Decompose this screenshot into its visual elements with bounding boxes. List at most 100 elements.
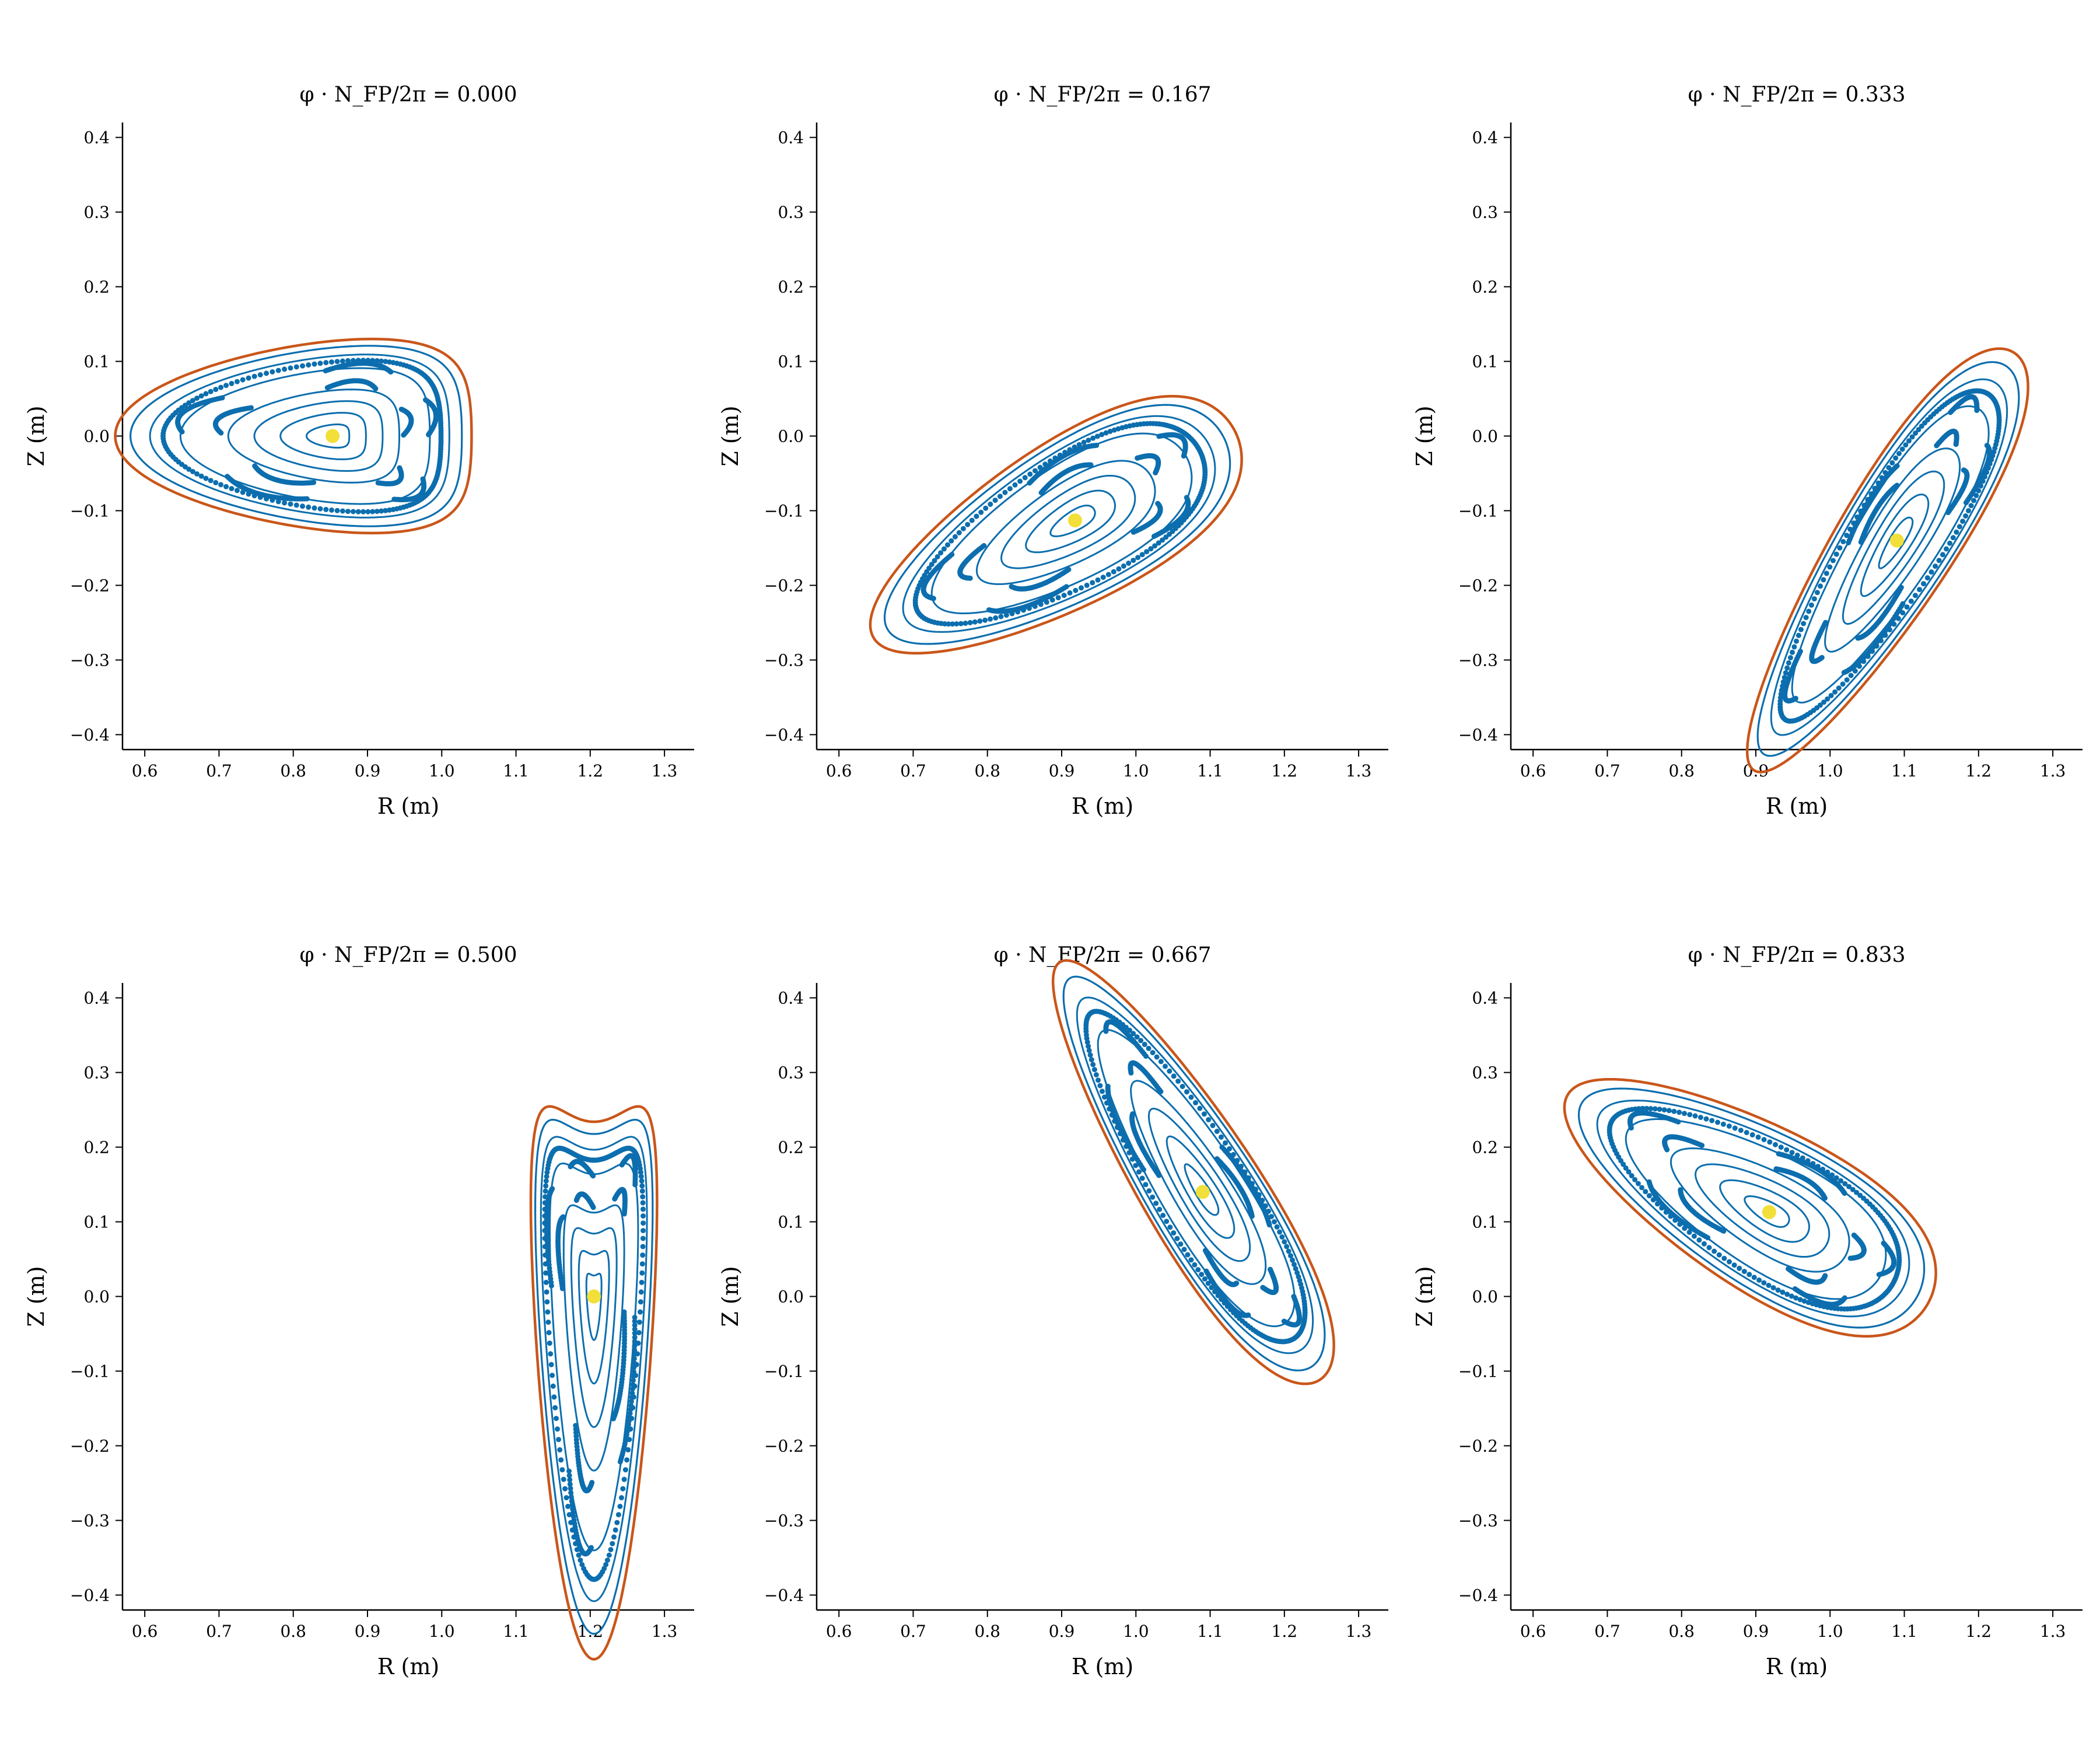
y-tick-label: −0.1 [70, 1362, 110, 1381]
poincare-point [1156, 433, 1162, 439]
poincare-point [374, 358, 380, 363]
y-tick-label: −0.2 [70, 576, 110, 595]
poincare-point [1682, 1226, 1688, 1231]
x-tick-label: 0.6 [826, 1622, 852, 1641]
poincare-point [558, 1457, 564, 1463]
poincare-point [1086, 438, 1091, 443]
poincare-point [1234, 1280, 1240, 1286]
poincare-point [544, 1289, 550, 1295]
poincare-point [1921, 581, 1926, 587]
poincare-point [365, 509, 371, 514]
poincare-point [1776, 1151, 1782, 1157]
poincare-point [988, 616, 993, 622]
poincare-point [960, 526, 966, 531]
poincare-point [323, 360, 329, 366]
poincare-point [1794, 638, 1799, 644]
poincare-point [626, 1437, 632, 1443]
poincare-point [1219, 1297, 1224, 1302]
poincare-point [1840, 681, 1846, 687]
poincare-point [632, 1331, 638, 1336]
poincare-point [1720, 1121, 1726, 1127]
poincare-point [1199, 1272, 1205, 1278]
y-tick-label: 0.0 [83, 1287, 110, 1307]
y-tick-label: −0.4 [1458, 1586, 1498, 1605]
poincare-point [993, 615, 999, 621]
poincare-point [1831, 558, 1836, 564]
poincare-point [1038, 601, 1044, 607]
poincare-point [1761, 1137, 1767, 1143]
poincare-point [552, 1405, 558, 1410]
x-tick-label: 1.2 [1272, 1622, 1298, 1641]
y-tick-label: 0.2 [1472, 1138, 1498, 1157]
magnetic-axis-marker [1889, 533, 1904, 548]
poincare-point [1188, 1094, 1194, 1100]
poincare-point [1851, 1232, 1857, 1238]
flux-surface [1824, 447, 1961, 653]
poincare-point [1146, 1188, 1152, 1194]
poincare-point [1908, 598, 1914, 604]
y-tick-label: −0.1 [1458, 501, 1498, 520]
poincare-point [1882, 632, 1888, 638]
x-tick-label: 1.2 [1966, 1622, 1992, 1641]
poincare-point [1201, 1111, 1207, 1117]
poincare-point [1296, 1274, 1301, 1280]
poincare-point [1903, 442, 1909, 448]
poincare-point [1212, 1289, 1217, 1294]
poincare-point [1968, 503, 1974, 509]
poincare-point [632, 1318, 638, 1324]
poincare-point [1954, 529, 1959, 535]
poincare-point [1042, 461, 1048, 467]
poincare-point [635, 1340, 641, 1346]
poincare-point [1727, 1259, 1732, 1265]
flux-surface [1878, 516, 1914, 569]
poincare-point [1129, 1156, 1135, 1162]
poincare-point [1277, 1229, 1283, 1235]
poincare-point [1805, 1158, 1811, 1164]
poincare-point [1773, 1166, 1779, 1172]
poincare-point [312, 361, 317, 367]
poincare-point [543, 1178, 549, 1184]
poincare-point [1156, 540, 1161, 546]
poincare-point [1784, 1147, 1790, 1153]
x-tick-label: 1.1 [503, 1622, 529, 1641]
poincare-point [1838, 1178, 1844, 1184]
flux-surface [1000, 475, 1136, 569]
poincare-point [1891, 621, 1897, 627]
flux-surface [306, 424, 351, 449]
poincare-point [1755, 1134, 1761, 1140]
poincare-point [1870, 649, 1875, 654]
x-tick-label: 1.1 [503, 761, 529, 780]
poincare-point [1801, 621, 1807, 626]
plasma-boundary [529, 1105, 659, 1661]
poincare-point [1861, 659, 1867, 664]
x-axis-label: R (m) [377, 1654, 439, 1679]
flux-surface [570, 1227, 618, 1428]
flux-surface [1025, 489, 1116, 554]
poincare-point [1084, 582, 1090, 588]
poincare-point [351, 358, 356, 363]
poincare-point [1900, 601, 1906, 607]
poincare-point [1635, 1181, 1641, 1186]
poincare-point [1868, 491, 1874, 497]
poincare-point [1712, 1248, 1717, 1254]
y-axis-label: Z (m) [718, 1266, 743, 1326]
poincare-point [1238, 1163, 1244, 1169]
y-tick-label: −0.2 [1458, 576, 1498, 595]
poincare-point [942, 621, 947, 626]
poincare-point [257, 495, 263, 500]
poincare-point [213, 387, 219, 393]
flux-surface-outer [1756, 361, 2020, 757]
poincare-point [1668, 1213, 1674, 1219]
y-tick-label: 0.3 [1472, 203, 1498, 222]
flux-surface-outer [129, 345, 463, 527]
poincare-point [229, 380, 235, 386]
subplot-2: 0.6 0.7 0.8 0.9 1.0 1.1 1.2 1.3−0.4−0.3−0.2−0.1… [1412, 83, 2082, 819]
poincare-point [630, 1405, 636, 1410]
y-tick-label: −0.2 [70, 1436, 110, 1455]
poincare-point [208, 388, 214, 394]
poincare-point [565, 1503, 570, 1509]
poincare-point [1138, 1038, 1144, 1044]
poincare-point [610, 1541, 615, 1546]
poincare-point [240, 489, 246, 495]
poincare-point [1836, 685, 1842, 691]
